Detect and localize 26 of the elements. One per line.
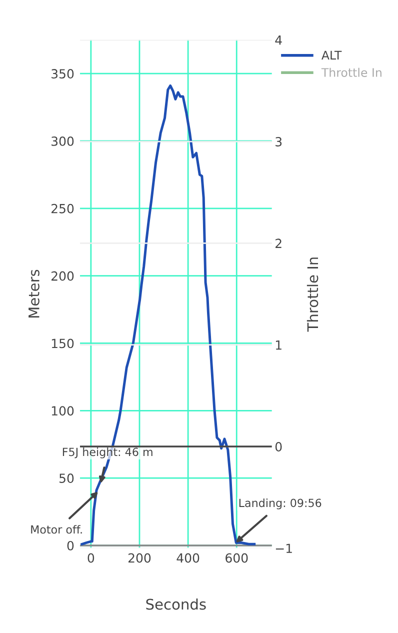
y-tick-label: 150 bbox=[52, 338, 74, 348]
y-tick-label: 100 bbox=[52, 406, 74, 416]
annotation: F5J height: 46 m bbox=[62, 448, 152, 458]
y2-tick-label: 0 bbox=[275, 442, 282, 452]
y2-axis-title: Throttle In bbox=[306, 258, 318, 332]
y-tick-label: 300 bbox=[52, 136, 74, 146]
x-tick-label: 0 bbox=[88, 553, 94, 563]
x-tick-label: 400 bbox=[176, 553, 200, 563]
annotation: Landing: 09:56 bbox=[239, 498, 322, 510]
y2-tick-label: 3 bbox=[276, 137, 282, 146]
x-axis-title: Seconds bbox=[146, 598, 206, 610]
legend-label: Throttle In bbox=[321, 68, 382, 77]
legend-label: ALT bbox=[322, 50, 342, 60]
x-tick-label: 600 bbox=[226, 553, 248, 563]
y-tick-label: 250 bbox=[52, 204, 74, 214]
y2-tick-label: 1 bbox=[276, 340, 282, 350]
y-tick-label: 350 bbox=[52, 69, 74, 79]
annotation: Motor off. bbox=[31, 525, 82, 534]
x-tick-label: 200 bbox=[128, 553, 151, 563]
y-axis-title: Meters bbox=[28, 270, 40, 318]
y2-tick-label: 4 bbox=[275, 36, 282, 45]
y2-tick-label: 2 bbox=[276, 238, 282, 248]
y2-tick-label: −1 bbox=[276, 544, 292, 553]
y-tick-label: 0 bbox=[67, 540, 74, 550]
y-tick-label: 200 bbox=[52, 271, 74, 281]
y-tick-label: 50 bbox=[60, 474, 74, 483]
